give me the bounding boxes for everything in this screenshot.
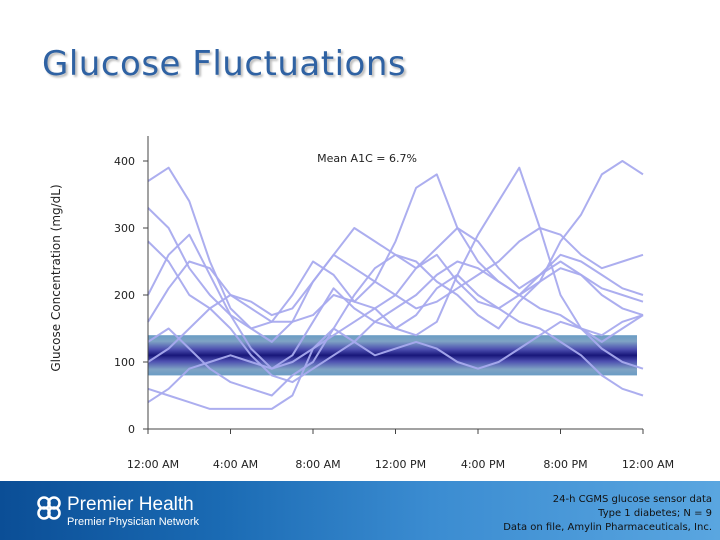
footnote-line: Data on file, Amylin Pharmaceuticals, In…	[503, 522, 712, 533]
glucose-chart: 0 100 200 300 400 12:00 AM 4:00 AM 8:00 AM 12:00…	[114, 136, 674, 471]
premier-health-logo-icon	[37, 496, 61, 520]
series-line-2	[147, 207, 644, 330]
x-tick-label: 8:00 AM	[295, 458, 340, 471]
y-tick-label: 0	[128, 423, 135, 436]
series-line-8	[147, 320, 644, 404]
x-tick-label: 4:00 PM	[461, 458, 505, 471]
series-line-6	[147, 173, 644, 337]
source-footnote: 24-h CGMS glucose sensor data Type 1 dia…	[503, 493, 712, 535]
slide-title: Glucose Fluctuations	[42, 44, 407, 84]
y-tick-label: 200	[114, 289, 135, 302]
series-line-7	[147, 166, 644, 370]
y-tick-label: 300	[114, 222, 135, 235]
brand-name: Premier Health	[67, 494, 194, 515]
x-tick-label: 12:00 AM	[622, 458, 674, 471]
mean-a1c-annotation: Mean A1C = 6.7%	[317, 152, 417, 165]
x-tick-label: 4:00 AM	[213, 458, 258, 471]
footnote-line: Type 1 diabetes; N = 9	[598, 508, 712, 519]
y-tick-label: 100	[114, 356, 135, 369]
brand-network: Premier Physician Network	[67, 516, 200, 528]
x-tick-label: 8:00 PM	[543, 458, 587, 471]
x-tick-label: 12:00 AM	[127, 458, 179, 471]
series-line-5	[147, 160, 644, 397]
x-tick-label: 12:00 PM	[375, 458, 426, 471]
footer-bar	[0, 481, 720, 540]
series-line-9	[147, 240, 644, 384]
footnote-line: 24-h CGMS glucose sensor data	[552, 494, 712, 505]
y-tick-label: 400	[114, 155, 135, 168]
target-range-band	[148, 335, 637, 376]
